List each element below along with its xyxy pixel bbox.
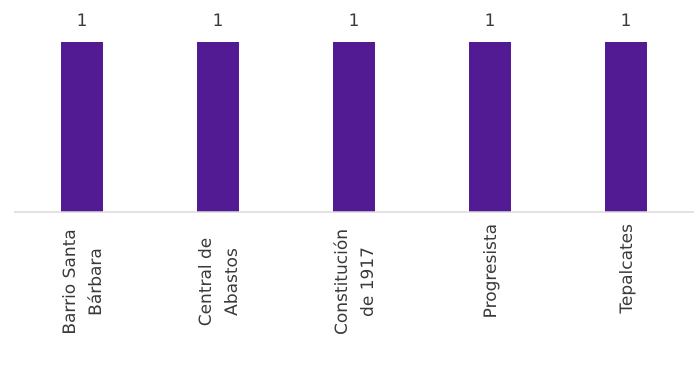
category-label-3-line-0: Progresista — [481, 224, 501, 318]
value-labels-group: 1 1 1 1 1 — [77, 11, 632, 31]
bar-0 — [61, 42, 103, 212]
bar-4 — [605, 42, 647, 212]
bar-3 — [469, 42, 511, 212]
value-label-1: 1 — [213, 11, 224, 31]
category-label-1: Central de Abastos — [196, 238, 242, 327]
bars-group — [61, 42, 647, 212]
bar-2 — [333, 42, 375, 212]
category-labels-group: Barrio Santa Bárbara Central de Abastos Cons… — [60, 224, 637, 335]
category-label-0-line-0: Barrio Santa — [60, 229, 80, 334]
category-label-1-line-1: Abastos — [222, 248, 242, 316]
category-label-4: Tepalcates — [617, 224, 637, 315]
value-label-3: 1 — [485, 11, 496, 31]
value-label-0: 1 — [77, 11, 88, 31]
category-label-2: Constitución de 1917 — [332, 229, 378, 335]
category-label-0-line-1: Bárbara — [86, 248, 106, 316]
category-label-1-line-0: Central de — [196, 238, 216, 327]
value-label-2: 1 — [349, 11, 360, 31]
category-label-0: Barrio Santa Bárbara — [60, 229, 106, 334]
value-label-4: 1 — [621, 11, 632, 31]
category-label-4-line-0: Tepalcates — [617, 224, 637, 315]
category-label-3: Progresista — [481, 224, 501, 318]
bar-1 — [197, 42, 239, 212]
category-label-2-line-1: de 1917 — [358, 247, 378, 317]
category-label-2-line-0: Constitución — [332, 229, 352, 335]
